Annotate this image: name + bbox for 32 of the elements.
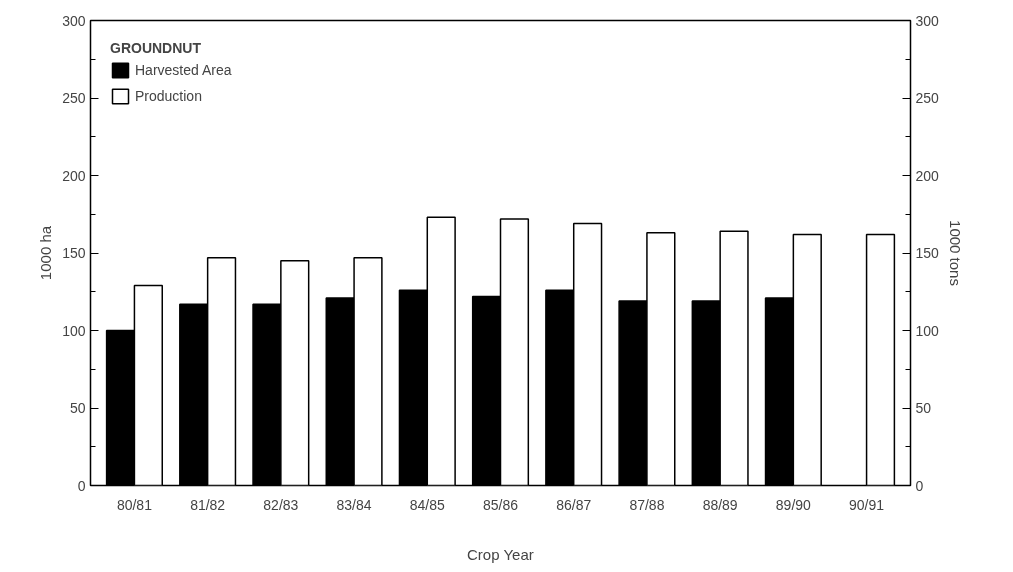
x-tick-label: 82/83 (263, 496, 299, 513)
y-tick-label: 250 (62, 90, 86, 106)
y-tick-label: 0 (77, 477, 86, 494)
x-tick-label: 83/84 (336, 496, 372, 513)
y2-tick-label: 100 (915, 322, 940, 339)
x-tick-label: 84/85 (409, 496, 446, 513)
x-tick-label: 89/90 (775, 496, 812, 513)
y2-axis-title: 1000 tons (946, 220, 964, 286)
y2-tick-label: 300 (915, 12, 940, 29)
y-tick-label: 100 (62, 322, 86, 339)
y2-tick-label: 250 (915, 90, 940, 106)
x-tick-label: 90/91 (849, 496, 885, 513)
x-tick-label: 81/82 (190, 496, 226, 513)
x-tick-label: 88/89 (702, 496, 738, 513)
x-tick-label: 80/81 (116, 496, 153, 513)
y-tick-label: 300 (62, 12, 86, 29)
y-tick-label: 150 (62, 245, 86, 261)
y2-tick-label: 0 (915, 477, 924, 494)
y-axis-title: 1000 ha (37, 225, 55, 281)
y-tick-label: 50 (69, 400, 86, 416)
x-tick-label: 87/88 (629, 496, 665, 513)
y2-tick-label: 150 (915, 245, 940, 261)
y2-tick-label: 200 (915, 167, 940, 184)
x-axis-title: Crop Year (467, 545, 534, 563)
y2-tick-label: 50 (915, 400, 932, 416)
x-tick-label: 86/87 (556, 496, 592, 513)
x-tick-label: 85/86 (482, 496, 519, 513)
legend-title: GROUNDNUT (110, 40, 202, 56)
y-tick-label: 200 (62, 167, 86, 184)
legend-label: Harvested Area (135, 62, 232, 78)
legend-label: Production (135, 88, 202, 104)
bar (865, 233, 896, 486)
